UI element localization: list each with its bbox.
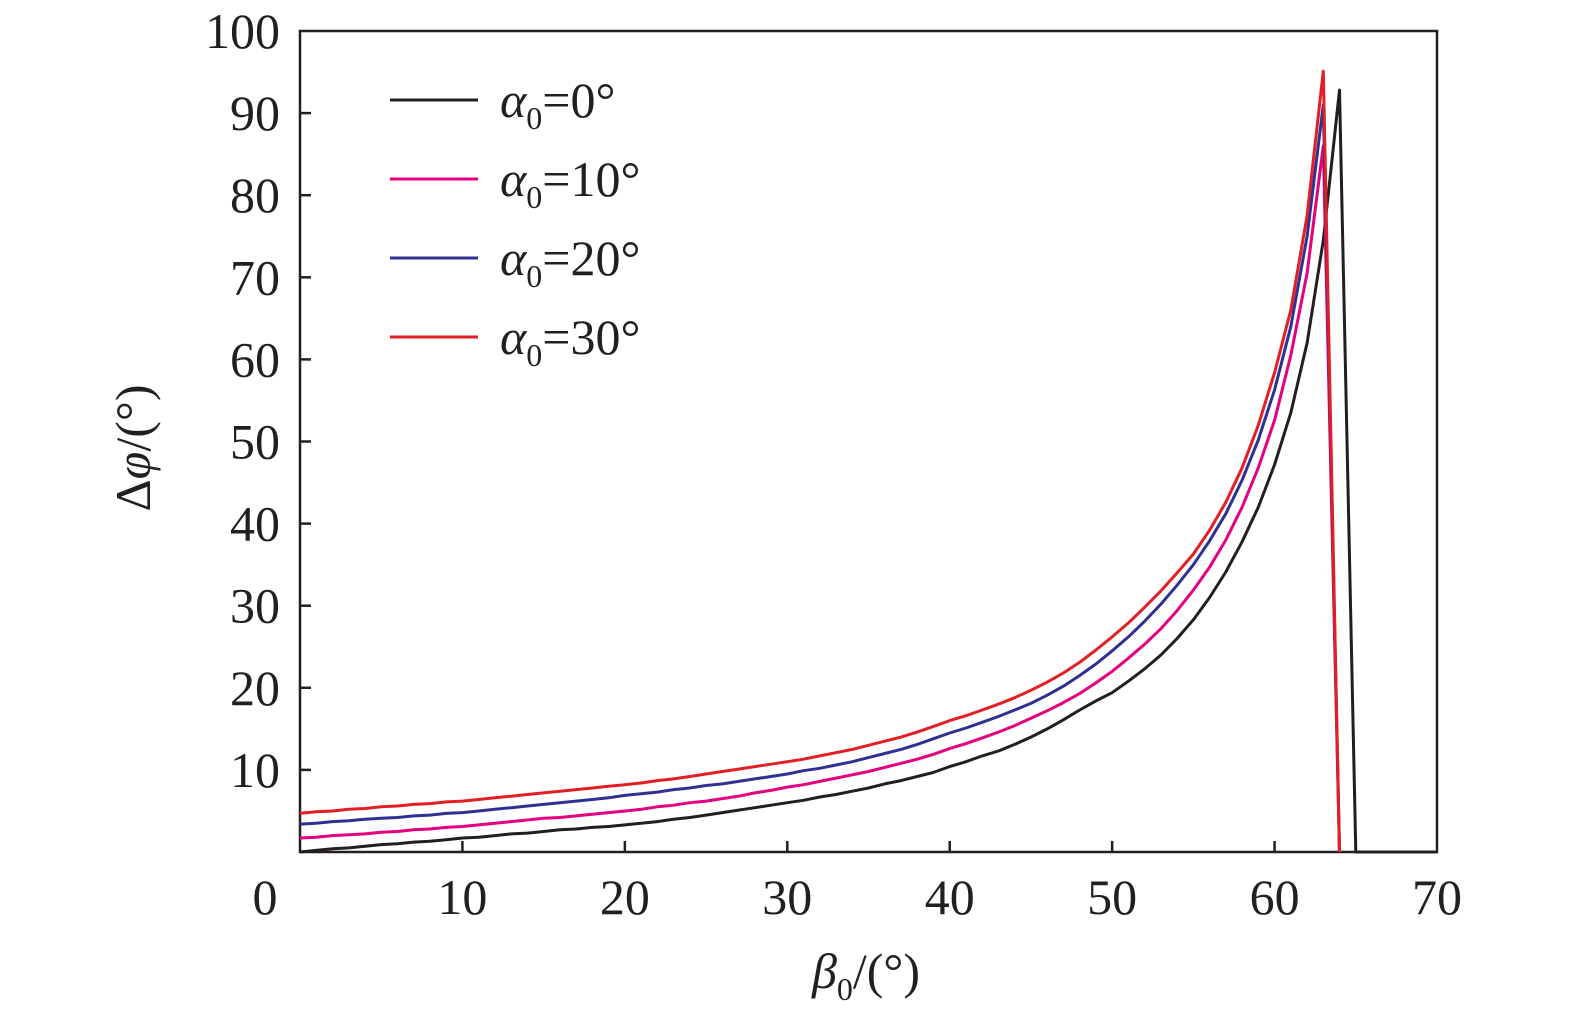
legend-item: α0=20° bbox=[390, 230, 640, 294]
y-tick-label: 30 bbox=[230, 578, 280, 634]
x-tick-label: 20 bbox=[600, 869, 650, 925]
x-tick-label: 50 bbox=[1087, 869, 1137, 925]
series-line bbox=[299, 103, 1341, 853]
y-axis-label: Δφ/(°) bbox=[105, 384, 161, 511]
legend-label: α0=20° bbox=[500, 230, 640, 294]
legend-label: α0=0° bbox=[500, 72, 615, 136]
x-tick-label: 60 bbox=[1250, 869, 1300, 925]
y-tick-label: 90 bbox=[230, 85, 280, 141]
y-tick-label: 10 bbox=[230, 742, 280, 798]
legend: α0=0° α0=10° α0=20° α0=30° bbox=[390, 72, 640, 373]
y-tick-label: 80 bbox=[230, 167, 280, 223]
x-tick-label: 0 bbox=[253, 869, 278, 925]
legend-item: α0=10° bbox=[390, 151, 640, 215]
legend-label: α0=10° bbox=[500, 151, 640, 215]
y-tick-label: 20 bbox=[230, 660, 280, 716]
series-line bbox=[299, 88, 1437, 854]
y-tick-label: 60 bbox=[230, 331, 280, 387]
series-line bbox=[299, 144, 1341, 853]
legend-label: α0=30° bbox=[500, 309, 640, 373]
y-tick-label: 40 bbox=[230, 496, 280, 552]
series-layer bbox=[299, 69, 1437, 854]
y-tick-label: 100 bbox=[205, 3, 280, 59]
x-axis-label: β0/(°) bbox=[811, 943, 920, 1007]
legend-item: α0=0° bbox=[390, 72, 615, 136]
y-tick-label: 50 bbox=[230, 414, 280, 470]
y-tick-label: 70 bbox=[230, 249, 280, 305]
legend-item: α0=30° bbox=[390, 309, 640, 373]
x-tick-label: 30 bbox=[762, 869, 812, 925]
series-line bbox=[299, 69, 1341, 853]
x-tick-label: 40 bbox=[925, 869, 975, 925]
axis-labels: β0/(°) Δφ/(°) bbox=[105, 384, 920, 1007]
x-tick-label: 10 bbox=[437, 869, 487, 925]
x-tick-label: 70 bbox=[1412, 869, 1462, 925]
axis-ticks: 0 10 20 30 40 50 60 70 10 20 30 40 50 60 70 80 90 100 bbox=[205, 3, 1462, 925]
